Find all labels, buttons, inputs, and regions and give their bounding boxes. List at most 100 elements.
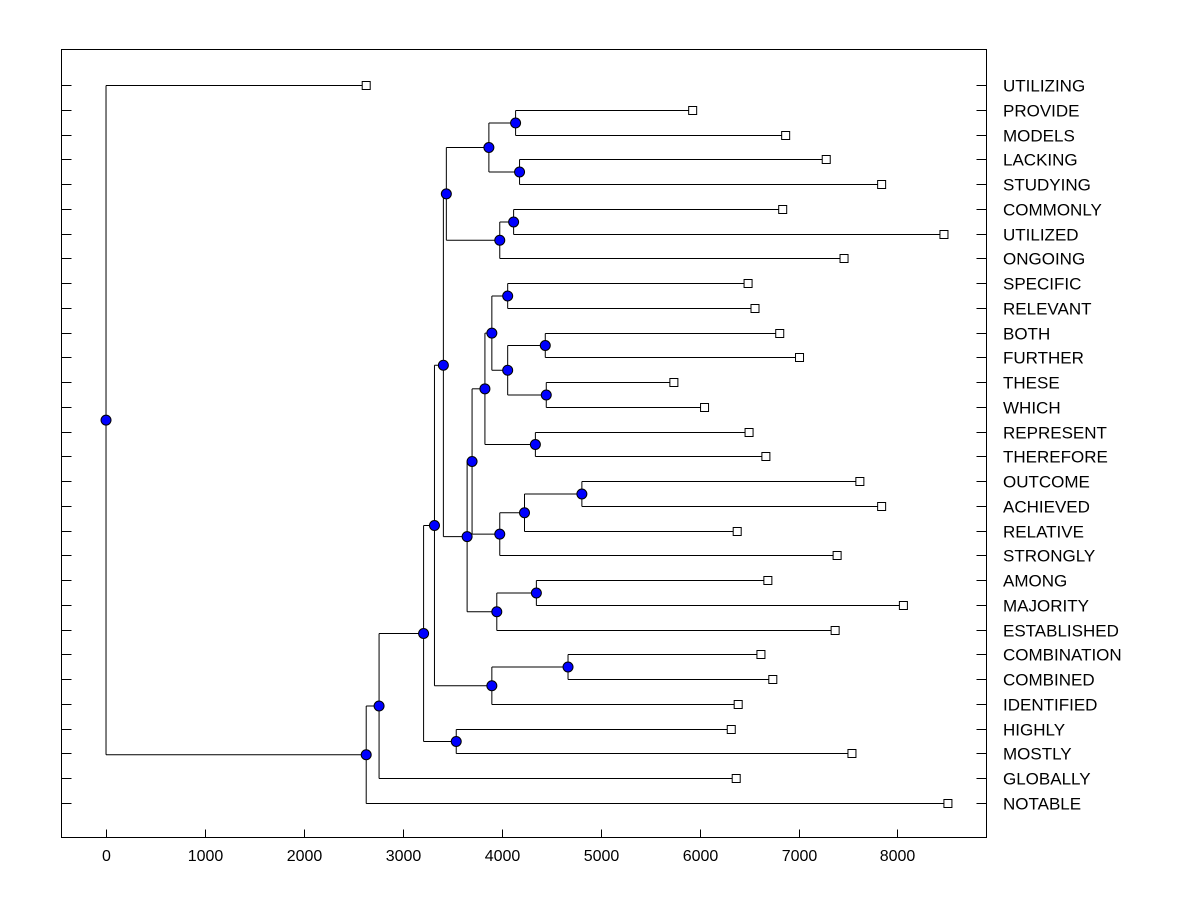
- leaf-label: HIGHLY: [1003, 721, 1065, 740]
- leaf-marker: [877, 180, 887, 189]
- merge-node: [466, 455, 478, 467]
- merge-node: [100, 414, 112, 426]
- leaf-marker: [855, 477, 865, 486]
- merge-node: [539, 340, 551, 351]
- merge-node: [494, 234, 506, 246]
- leaf-marker: [700, 403, 710, 412]
- leaf-label: COMMONLY: [1003, 201, 1102, 220]
- leaf-label: STUDYING: [1003, 176, 1091, 195]
- x-tick-label: 5000: [584, 848, 620, 865]
- leaf-marker: [821, 155, 831, 164]
- leaf-label: RELEVANT: [1003, 300, 1092, 319]
- dendrogram-markers: [100, 81, 953, 808]
- leaf-marker: [731, 774, 741, 783]
- leaf-marker: [763, 576, 773, 585]
- leaf-marker: [778, 205, 788, 214]
- merge-node: [514, 166, 526, 178]
- merge-node: [418, 627, 430, 639]
- leaf-marker: [743, 279, 753, 288]
- leaf-label: LACKING: [1003, 151, 1078, 170]
- leaf-label: RELATIVE: [1003, 523, 1084, 542]
- leaf-label: IDENTIFIED: [1003, 696, 1097, 715]
- merge-node: [562, 661, 574, 673]
- leaf-label: BOTH: [1003, 325, 1050, 344]
- leaf-marker: [877, 502, 887, 511]
- merge-node: [540, 389, 552, 401]
- leaf-label: REPRESENT: [1003, 424, 1107, 443]
- leaf-marker: [733, 700, 743, 709]
- leaf-label: THESE: [1003, 374, 1060, 393]
- merge-node: [494, 528, 506, 540]
- x-tick-label: 7000: [782, 848, 818, 865]
- leaf-marker: [761, 452, 771, 461]
- merge-node: [373, 700, 385, 712]
- merge-node: [437, 359, 449, 371]
- leaf-label: FURTHER: [1003, 349, 1084, 368]
- merge-node: [440, 188, 452, 200]
- leaf-label: MODELS: [1003, 127, 1075, 146]
- merge-node: [530, 587, 542, 599]
- leaf-marker: [744, 428, 754, 437]
- merge-node: [428, 519, 440, 531]
- plot-frame: [61, 49, 987, 838]
- leaf-label: PROVIDE: [1003, 102, 1080, 121]
- x-tick-label: 6000: [683, 848, 719, 865]
- x-tick-label: 0: [102, 848, 111, 865]
- leaf-marker: [768, 675, 778, 684]
- leaf-marker: [839, 254, 849, 263]
- leaf-label: ACHIEVED: [1003, 498, 1090, 517]
- leaf-label: NOTABLE: [1003, 795, 1081, 814]
- leaf-label: STRONGLY: [1003, 547, 1095, 566]
- leaf-marker: [943, 799, 953, 808]
- leaf-label: MOSTLY: [1003, 745, 1072, 764]
- merge-node: [486, 327, 498, 339]
- leaf-label: OUTCOME: [1003, 473, 1090, 492]
- leaf-marker: [726, 725, 736, 734]
- leaf-label: WHICH: [1003, 399, 1061, 418]
- merge-node: [510, 117, 522, 129]
- x-axis: 0 1000 2000 3000 4000 5000 6000 7000 8000: [102, 829, 915, 865]
- leaf-marker: [781, 131, 791, 140]
- leaf-marker: [688, 106, 698, 115]
- leaf-marker: [795, 353, 805, 362]
- merge-node: [502, 364, 514, 376]
- merge-node: [508, 216, 520, 228]
- merge-node: [491, 606, 503, 618]
- merge-node: [483, 142, 495, 153]
- leaf-marker: [847, 749, 857, 758]
- leaf-marker: [775, 329, 785, 338]
- leaf-marker: [361, 81, 371, 90]
- merge-node: [479, 383, 491, 395]
- leaf-label: MAJORITY: [1003, 597, 1089, 616]
- leaf-label: COMBINATION: [1003, 646, 1122, 665]
- leaf-label: COMBINED: [1003, 671, 1095, 690]
- merge-node: [486, 680, 498, 692]
- dendrogram-edges: [105, 85, 948, 804]
- leaf-marker: [832, 551, 842, 560]
- leaf-label: AMONG: [1003, 572, 1067, 591]
- leaf-label: GLOBALLY: [1003, 770, 1091, 789]
- x-tick-label: 1000: [188, 848, 224, 865]
- merge-node: [360, 749, 372, 761]
- leaf-marker: [898, 601, 908, 610]
- merge-node: [576, 488, 588, 500]
- leaf-marker: [939, 230, 949, 239]
- x-tick-label: 3000: [386, 848, 422, 865]
- leaf-label: UTILIZING: [1003, 77, 1085, 96]
- leaf-label: SPECIFIC: [1003, 275, 1081, 294]
- leaf-label: UTILIZED: [1003, 226, 1079, 245]
- leaf-marker: [732, 527, 742, 536]
- x-tick-label: 4000: [485, 848, 521, 865]
- leaf-marker: [830, 626, 840, 635]
- leaf-marker: [750, 304, 760, 313]
- leaf-label: ONGOING: [1003, 250, 1085, 269]
- merge-node: [461, 531, 473, 543]
- x-tick-label: 2000: [287, 848, 323, 865]
- merge-node: [502, 290, 514, 302]
- leaf-label: ESTABLISHED: [1003, 622, 1119, 641]
- merge-node: [518, 507, 530, 519]
- merge-node: [529, 439, 541, 450]
- merge-node: [450, 736, 462, 747]
- leaf-marker: [669, 378, 679, 387]
